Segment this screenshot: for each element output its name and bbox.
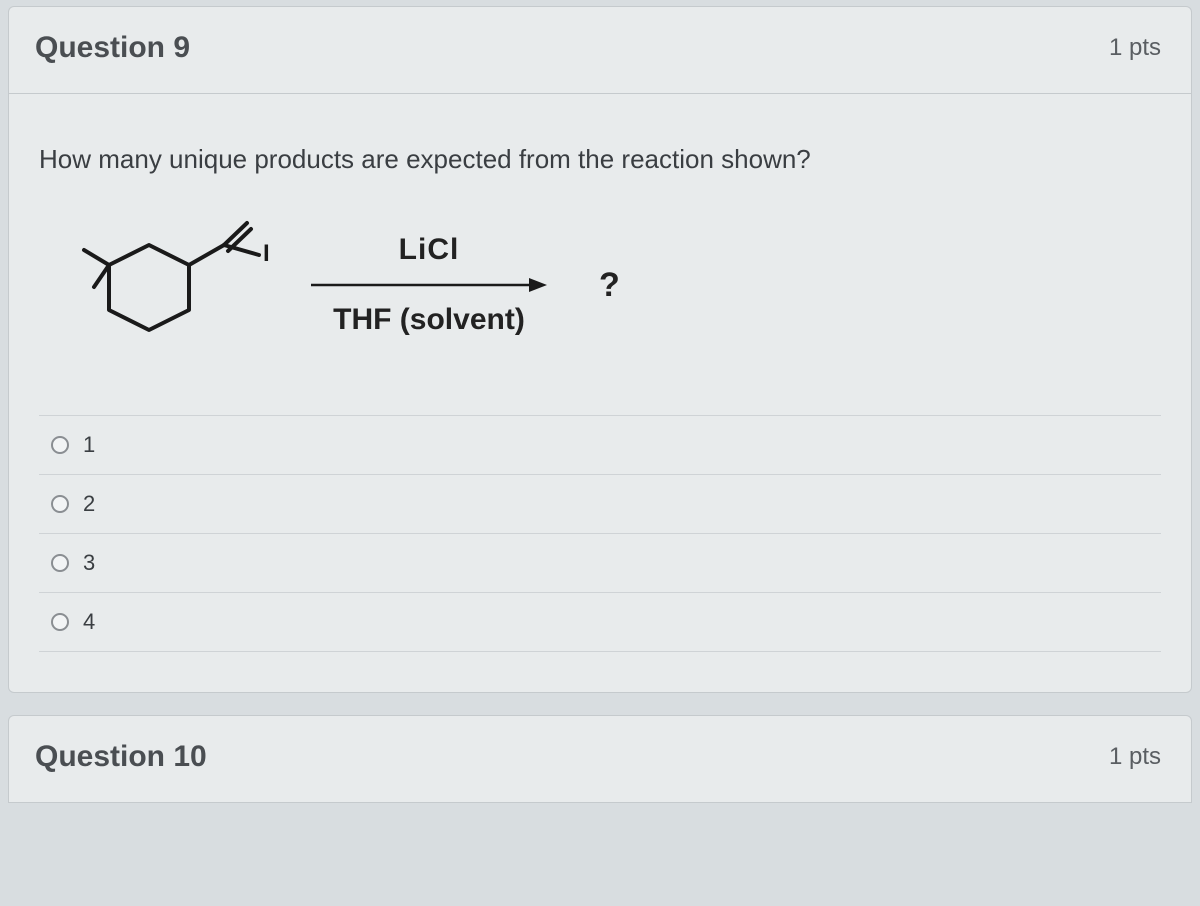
- option-row-1[interactable]: 1: [39, 415, 1161, 474]
- molecule-structure: I: [49, 205, 269, 365]
- reaction-diagram: I LiCl THF (solvent) ?: [39, 205, 1161, 405]
- options-list: 1 2 3 4: [39, 415, 1161, 652]
- radio-icon: [51, 495, 69, 513]
- option-label: 1: [83, 432, 95, 458]
- question-body: How many unique products are expected fr…: [9, 94, 1191, 692]
- radio-icon: [51, 436, 69, 454]
- radio-icon: [51, 613, 69, 631]
- reagent-top: LiCl: [399, 233, 460, 267]
- option-label: 2: [83, 491, 95, 517]
- question-prompt: How many unique products are expected fr…: [39, 144, 1161, 175]
- question-header: Question 9 1 pts: [9, 7, 1191, 94]
- svg-text:I: I: [263, 240, 269, 267]
- option-row-4[interactable]: 4: [39, 592, 1161, 652]
- question-title: Question 9: [35, 31, 190, 65]
- reaction-arrow: [309, 273, 549, 297]
- reaction-arrow-block: LiCl THF (solvent): [309, 233, 549, 337]
- question-header: Question 10 1 pts: [9, 716, 1191, 802]
- question-points: 1 pts: [1109, 743, 1161, 771]
- radio-icon: [51, 554, 69, 572]
- question-points: 1 pts: [1109, 34, 1161, 62]
- question-title: Question 10: [35, 740, 207, 774]
- option-row-3[interactable]: 3: [39, 533, 1161, 592]
- option-row-2[interactable]: 2: [39, 474, 1161, 533]
- question-card-10: Question 10 1 pts: [8, 715, 1192, 803]
- reagent-bottom: THF (solvent): [333, 303, 525, 337]
- option-label: 3: [83, 550, 95, 576]
- product-placeholder: ?: [599, 266, 620, 305]
- option-label: 4: [83, 609, 95, 635]
- question-card-9: Question 9 1 pts How many unique product…: [8, 6, 1192, 693]
